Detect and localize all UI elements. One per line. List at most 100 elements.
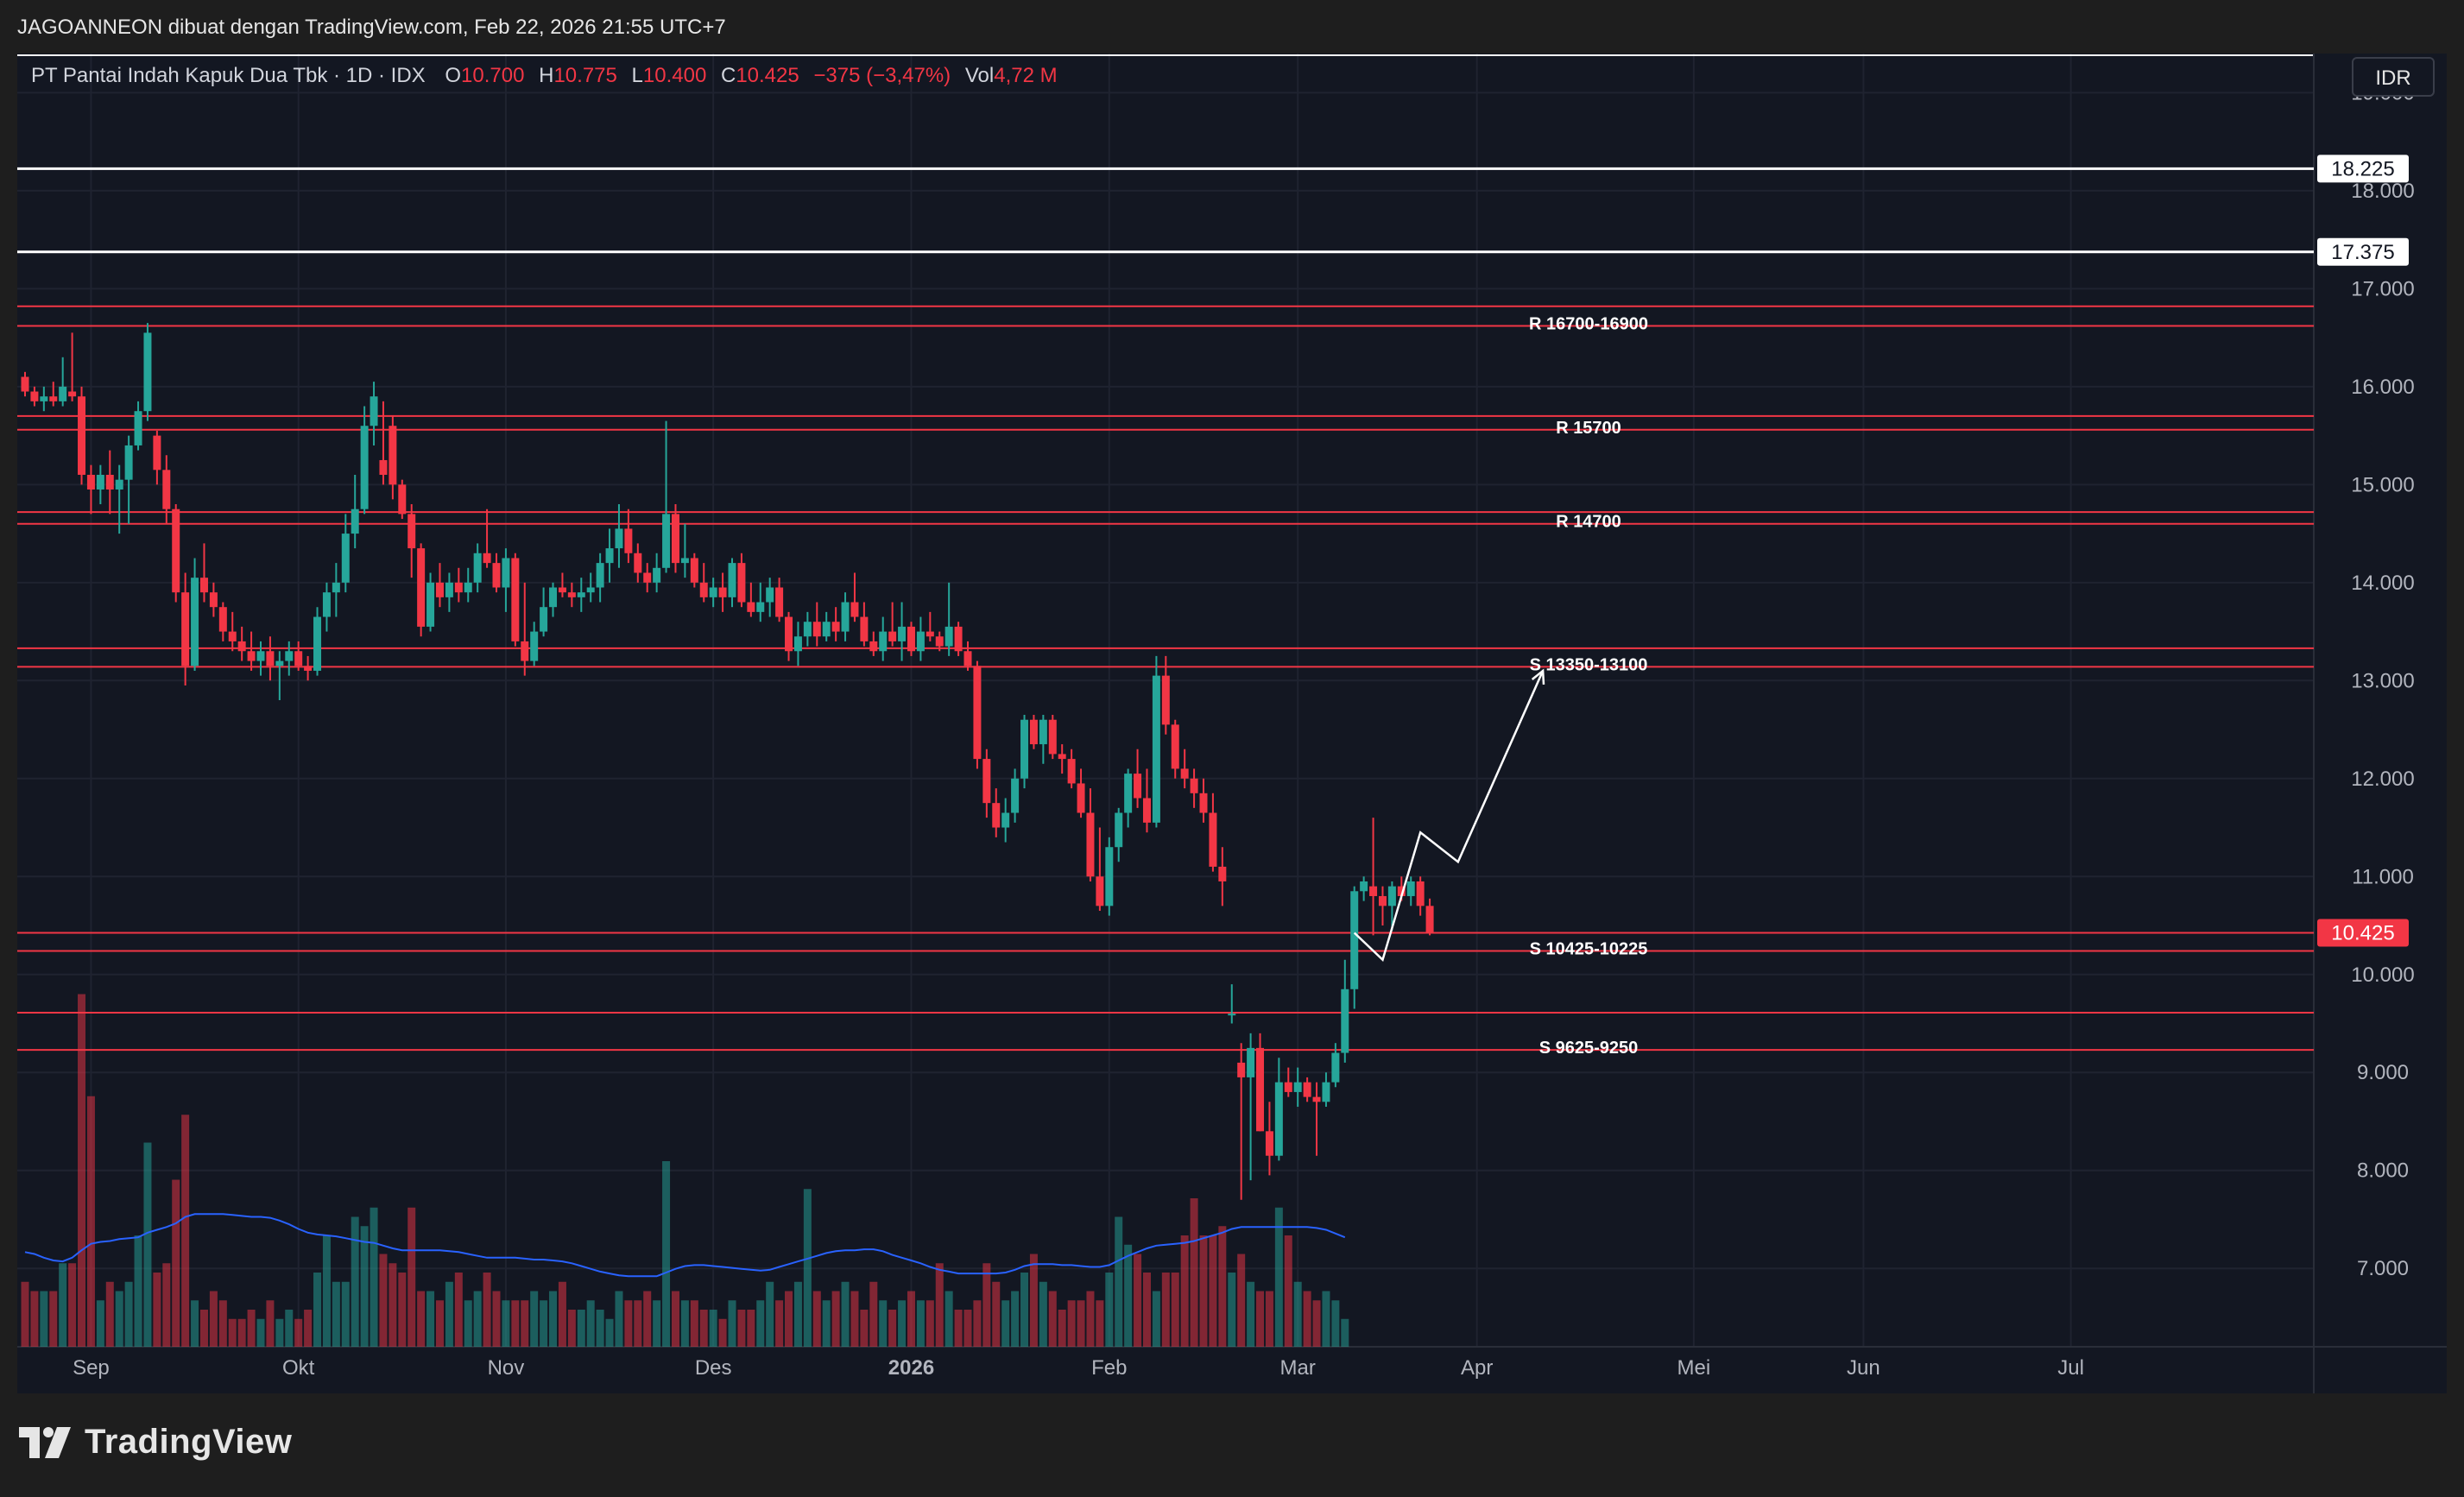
last-price-tag (2317, 919, 2409, 947)
volume-bar (40, 1291, 48, 1347)
price-tick-label: 13.000 (2351, 669, 2414, 692)
candle-body (1312, 1096, 1321, 1102)
time-tick-label: Mar (1280, 1356, 1316, 1380)
candle-body (360, 426, 369, 509)
volume-bar (199, 1310, 208, 1347)
volume-bar (737, 1310, 746, 1347)
volume-bar (954, 1310, 963, 1347)
time-tick-label: Des (695, 1356, 732, 1380)
candle-body (1180, 768, 1189, 779)
price-tick-label: 11.000 (2352, 865, 2414, 888)
volume-bar (671, 1291, 679, 1347)
candle-body (615, 528, 623, 549)
volume-bar (172, 1179, 180, 1347)
volume-moving-average (24, 1213, 1346, 1278)
candle-body (256, 651, 265, 661)
volume-bars (21, 994, 1349, 1347)
volume-bar (699, 1310, 708, 1347)
candle-body (1228, 1014, 1236, 1016)
volume-bar (473, 1291, 482, 1347)
candle-body (1190, 778, 1198, 793)
volume-bar (530, 1291, 539, 1347)
candle-body (162, 470, 171, 509)
level-label: S 9625-9250 (1539, 1039, 1639, 1058)
marker-price-tag-text: 18.225 (2331, 157, 2394, 180)
time-tick-label: 2026 (888, 1356, 934, 1380)
candle-body (831, 622, 840, 632)
volume-bar (21, 1281, 29, 1347)
candle-body (21, 376, 29, 392)
volume-bar (341, 1281, 350, 1347)
volume-bar (690, 1300, 698, 1347)
volume-bar (285, 1310, 294, 1347)
volume-bar (718, 1318, 727, 1347)
candle-body (1397, 886, 1406, 896)
ohlc-legend: PT Pantai Indah Kapuk Dua Tbk · 1D · IDX… (31, 64, 1058, 88)
candle-body (473, 553, 482, 583)
candle-body (869, 641, 878, 652)
candle-body (954, 626, 963, 652)
candle-body (1086, 812, 1095, 877)
volume-bar (793, 1281, 802, 1347)
projection-line (1353, 670, 1545, 963)
candle-body (699, 582, 708, 597)
volume-bar (454, 1273, 463, 1347)
candle-body (822, 622, 831, 637)
volume-bar (662, 1161, 671, 1347)
candle-body (49, 396, 58, 401)
currency-button[interactable]: IDR (2352, 57, 2435, 97)
header-bar: JAGOANNEON dibuat dengan TradingView.com… (0, 0, 2464, 55)
candle-body (1171, 724, 1179, 769)
candle-body (1039, 719, 1047, 745)
volume-bar (1256, 1291, 1265, 1347)
candle-body (803, 622, 812, 637)
volume-bar (1237, 1254, 1246, 1347)
volume-bar (502, 1300, 510, 1347)
candle-body (96, 474, 104, 490)
volume-bar (879, 1300, 888, 1347)
volume-bar (756, 1300, 765, 1347)
volume-bar (747, 1310, 755, 1347)
price-tick-label: 18.000 (2351, 180, 2414, 203)
candle-body (850, 602, 859, 617)
volume-bar (963, 1310, 972, 1347)
candle-body (379, 459, 388, 475)
volume-bar (1303, 1291, 1311, 1347)
candles (21, 323, 1434, 1200)
volume-bar (653, 1300, 661, 1347)
volume-bar (1058, 1310, 1066, 1347)
candle-body (718, 587, 727, 597)
volume-bar (143, 1142, 152, 1347)
volume-bar (860, 1310, 869, 1347)
candle-body (389, 426, 397, 485)
volume-bar (841, 1281, 850, 1347)
candle-body (1247, 1047, 1255, 1077)
volume-bar (332, 1281, 340, 1347)
legend-symbol: PT Pantai Indah Kapuk Dua Tbk · 1D · IDX (31, 64, 426, 87)
chart-plot[interactable]: R 16700-16900 R 15700 R 14700 S 13350-13100… (17, 54, 2447, 1393)
volume-bar (1086, 1291, 1095, 1347)
level-label: S 10425-10225 (1530, 940, 1648, 959)
candle-body (1293, 1082, 1302, 1092)
price-tick-label: 12.000 (2351, 767, 2414, 791)
volume-bar (1322, 1291, 1330, 1347)
chart-frame[interactable]: R 16700-16900 R 15700 R 14700 S 13350-13100… (17, 54, 2447, 1393)
volume-bar (567, 1310, 576, 1347)
candle-body (577, 592, 585, 597)
price-tick-label: 17.000 (2351, 277, 2414, 300)
candle-body (1124, 774, 1133, 813)
candle-body (426, 582, 435, 627)
volume-bar (850, 1291, 859, 1347)
time-tick-label: Jun (1847, 1356, 1880, 1380)
candle-body (134, 411, 142, 445)
time-tick-label: Mei (1677, 1356, 1711, 1380)
level-label: S 13350-13100 (1530, 655, 1648, 674)
price-tick-label: 10.000 (2351, 963, 2414, 987)
tradingview-logo[interactable]: TradingView (19, 1423, 292, 1462)
candle-body (671, 514, 679, 564)
candle-body (68, 391, 77, 397)
candle-body (322, 592, 331, 617)
volume-bar (709, 1310, 717, 1347)
volume-bar (634, 1300, 642, 1347)
volume-bar (926, 1300, 934, 1347)
